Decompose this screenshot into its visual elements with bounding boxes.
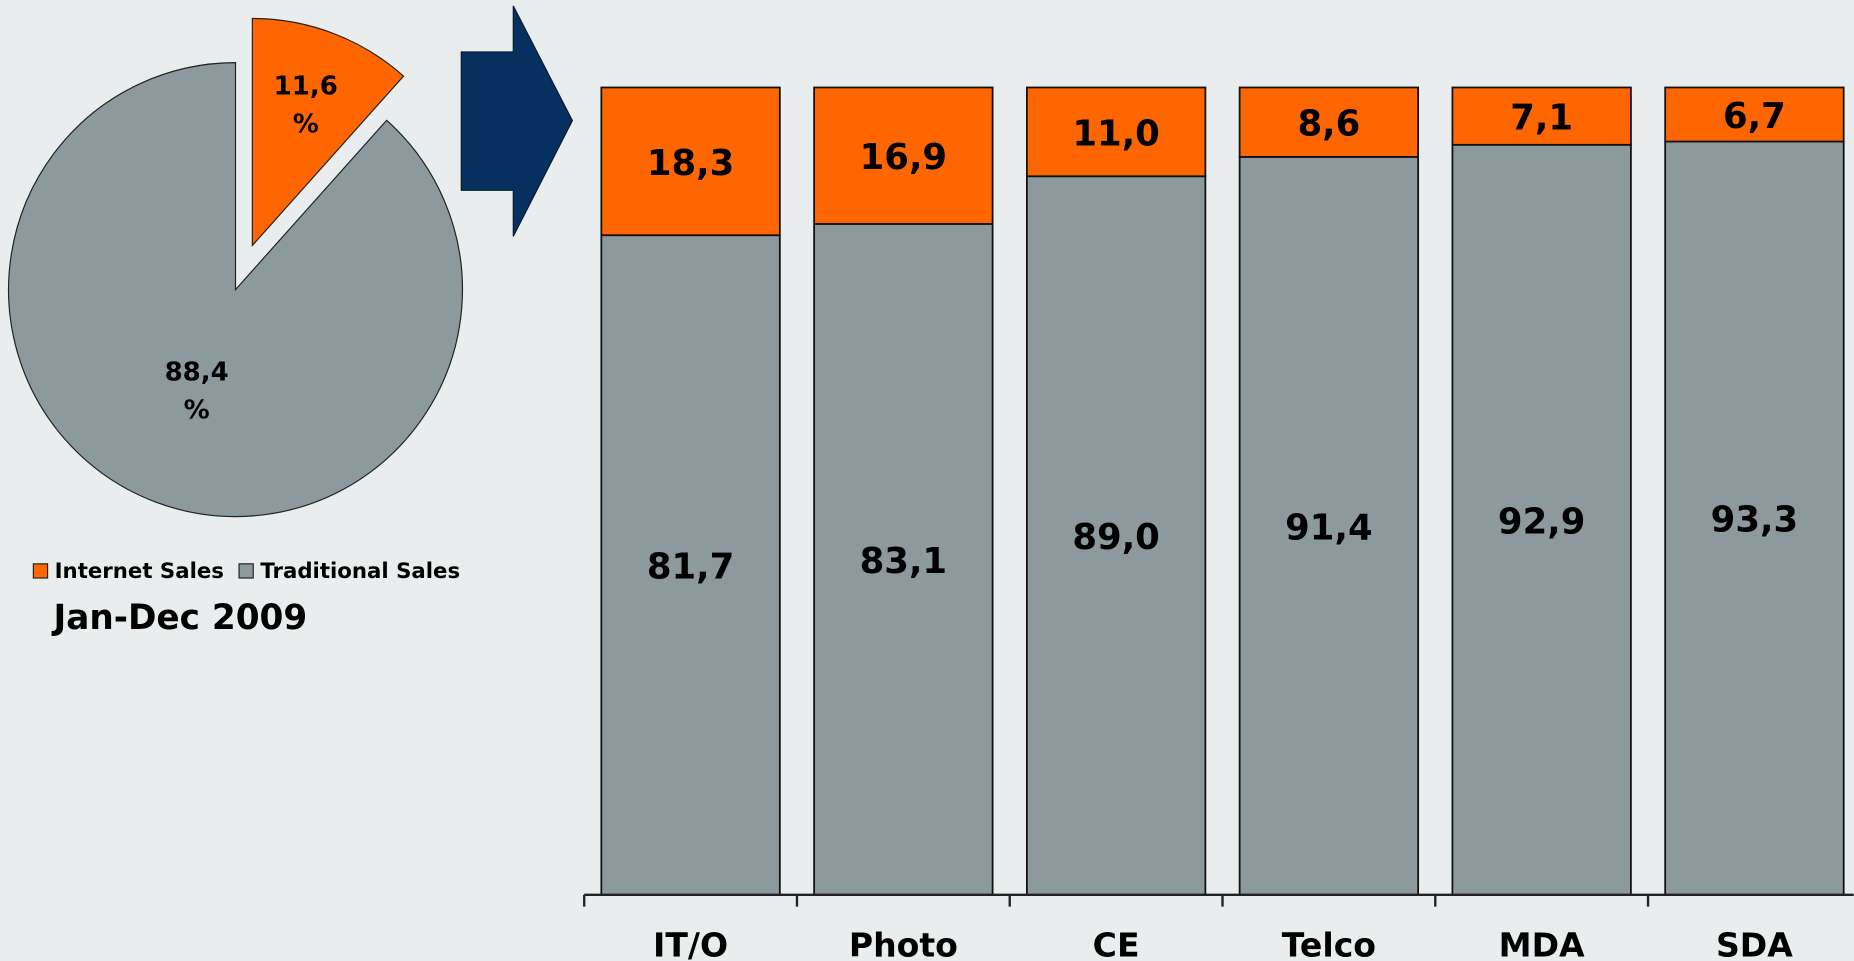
bar-value-label: 81,7 (647, 547, 734, 588)
bar-segment (1238, 86, 1420, 158)
bar-value-label: 11,0 (1072, 113, 1159, 154)
pie-value-label: 88,4% (165, 357, 229, 425)
legend-label: Traditional Sales (260, 559, 460, 584)
arrow (460, 5, 574, 237)
bar-segment (600, 234, 781, 896)
bar-segment (1025, 175, 1207, 896)
bar-segment (1238, 156, 1420, 896)
bar-segment (1451, 86, 1632, 146)
bar-value-label: 16,9 (860, 137, 947, 178)
pie-subtitle: Jan-Dec 2009 (51, 598, 307, 638)
bar-value-label: 8,6 (1297, 104, 1360, 145)
bar-value-label: 93,3 (1711, 500, 1798, 541)
legend-label: Internet Sales (55, 559, 224, 584)
x-tick-label: Photo (849, 925, 958, 961)
x-tick-label: CE (1093, 925, 1140, 961)
bar-value-label: 18,3 (647, 143, 734, 184)
legend-swatch (238, 563, 254, 579)
pie-slice (8, 62, 464, 518)
bar-segment (1664, 86, 1845, 143)
x-tick-label: Telco (1282, 925, 1376, 961)
x-tick-label: MDA (1499, 925, 1585, 961)
bar-value-label: 92,9 (1498, 501, 1585, 542)
bar-value-label: 6,7 (1723, 96, 1786, 137)
bar-value-label: 91,4 (1285, 507, 1372, 548)
bar-value-label: 83,1 (860, 541, 947, 582)
bar-segment (1664, 140, 1845, 896)
bar-segment (813, 223, 994, 896)
bar-value-label: 89,0 (1072, 517, 1159, 558)
legend-swatch (32, 563, 49, 579)
bar-value-label: 7,1 (1510, 98, 1573, 139)
bar-segment (1451, 143, 1632, 896)
x-tick-label: IT/O (653, 925, 728, 961)
bar-segment (600, 86, 781, 237)
x-tick-label: SDA (1716, 925, 1793, 961)
bar-segment (813, 86, 994, 225)
pie-slice (251, 17, 405, 247)
pie-value-label: 11,6% (274, 71, 338, 139)
bar-segment (1025, 86, 1207, 178)
